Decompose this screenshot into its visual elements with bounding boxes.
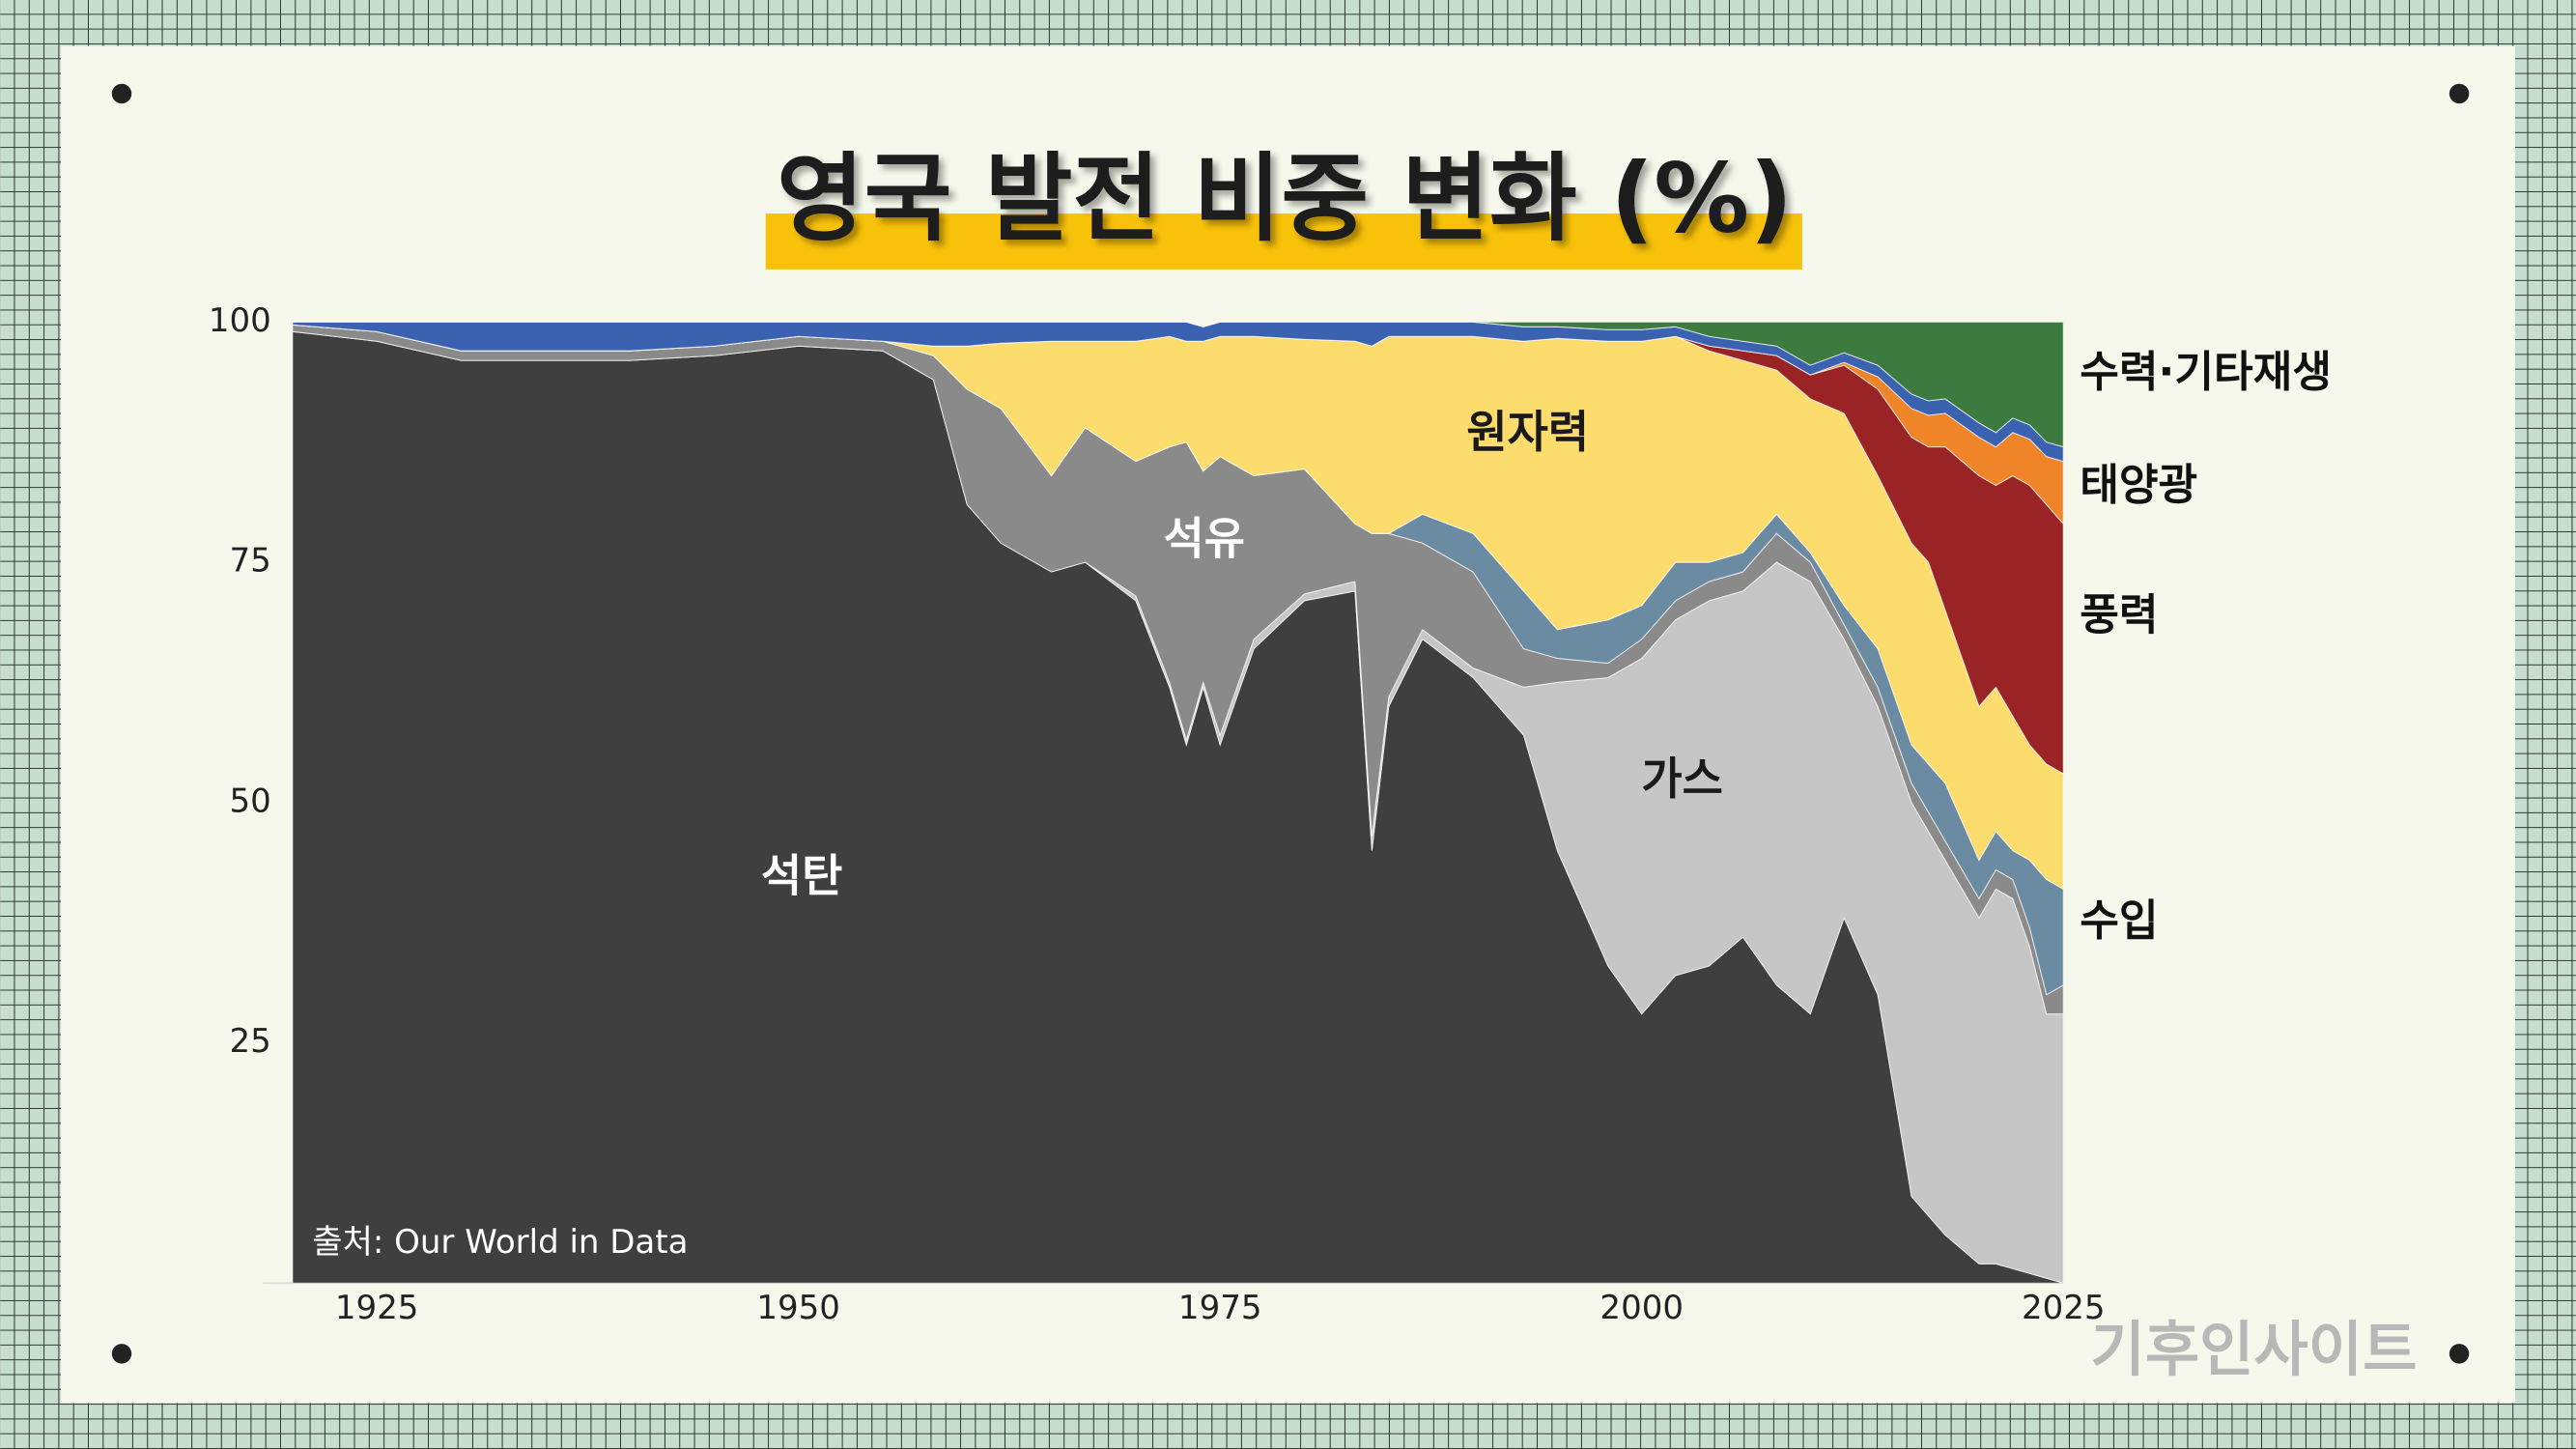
x-tick-label: 2000 (1599, 1289, 1684, 1327)
plot-area (292, 322, 2064, 1284)
dot (111, 83, 132, 104)
x-tick-label: 1975 (1178, 1289, 1262, 1327)
x-tick-label: 1950 (756, 1289, 840, 1327)
title-highlight (765, 213, 1802, 270)
x-tick-label: 1925 (335, 1289, 419, 1327)
legend-label: 풍력 (2080, 590, 2158, 639)
source: 출처: Our World in Data (312, 1223, 688, 1262)
dot (111, 1344, 132, 1364)
area (292, 322, 2064, 463)
dot (2449, 1344, 2470, 1364)
chart-title: 영국 발전 비중 변화 (%) (777, 143, 1793, 254)
y-tick-label: 50 (230, 781, 271, 820)
legend-label: 수력·기타재생 (2080, 348, 2332, 397)
legend-label: 태양광 (2080, 461, 2197, 510)
area-label: 원자력 (1466, 406, 1589, 458)
area-label: 석유 (1164, 513, 1245, 565)
y-tick-label: 75 (230, 542, 271, 581)
legend-label: 수입 (2080, 896, 2158, 946)
area (292, 322, 2064, 448)
area-label: 석탄 (761, 849, 842, 901)
dot (2449, 83, 2470, 104)
x-tick-label: 2025 (2022, 1289, 2106, 1327)
y-tick-label: 25 (230, 1022, 271, 1061)
watermark: 기후인사이트 (2091, 1316, 2418, 1384)
area-label: 가스 (1641, 753, 1722, 805)
y-tick-label: 100 (209, 301, 271, 340)
